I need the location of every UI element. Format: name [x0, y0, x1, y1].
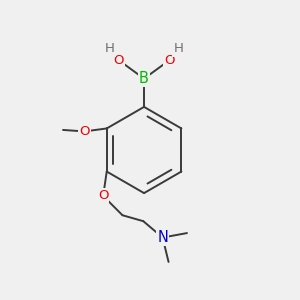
Text: H: H: [173, 42, 183, 56]
Text: O: O: [113, 54, 124, 67]
Text: N: N: [157, 230, 168, 245]
Text: O: O: [164, 54, 175, 67]
Text: H: H: [105, 42, 115, 56]
Text: O: O: [79, 125, 90, 138]
Text: O: O: [98, 189, 108, 203]
Text: B: B: [139, 71, 149, 86]
